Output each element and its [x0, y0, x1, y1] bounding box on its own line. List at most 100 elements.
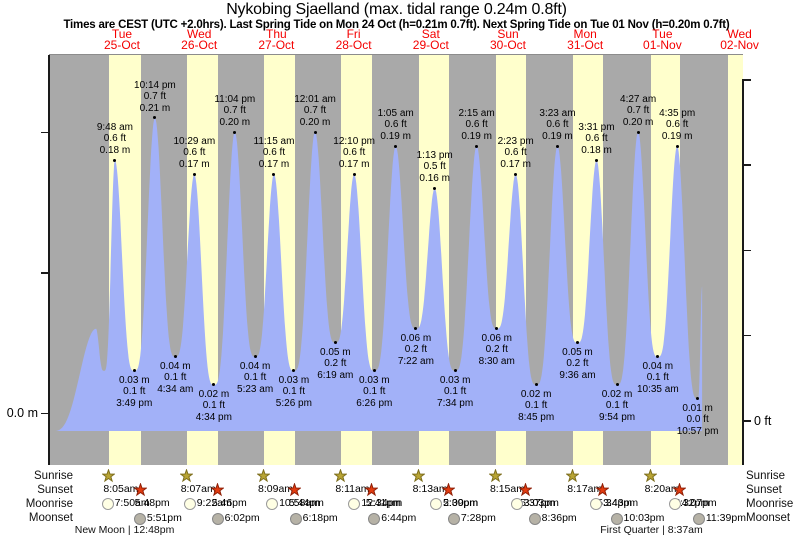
tide-label-line: 0.6 ft [465, 119, 488, 131]
tide-label-line: 6:19 am [317, 369, 354, 381]
tide-curve [51, 117, 703, 432]
astro-time: 11:39pm [705, 511, 746, 524]
sunset-item: 5:34pm [596, 483, 632, 509]
date-text: Wed [727, 27, 752, 41]
astro-time: 3:03pm [523, 497, 559, 510]
astro-time: 12:34pm [361, 497, 403, 510]
tide-label-line: 0.2 ft [404, 344, 428, 356]
low-tide-label: 0.06 m 0.2 ft 8:30 am [465, 333, 529, 367]
row-label-left-sunset: Sunset [37, 483, 73, 496]
sunset-item: 5:48pm [133, 483, 170, 509]
astro-time: 5:41pm [365, 497, 401, 510]
tide-label-line: 0.2 ft [485, 344, 508, 356]
tide-label-line: 0.19 m [380, 130, 411, 142]
date-header-27-Oct: Thu 27-Oct [244, 27, 308, 51]
tide-label-line: 0.5 ft [423, 161, 446, 173]
y-tick-left [41, 412, 48, 414]
tide-label-line: 0.2 ft [324, 358, 347, 370]
low-tide-label: 0.04 m 0.1 ft 5:23 am [223, 361, 287, 395]
tide-label-line: 10:14 pm [134, 79, 176, 91]
tide-label-line: 1:05 am [377, 107, 414, 119]
tide-label-line: 0.17 m [338, 158, 370, 170]
tide-label-line: 0.03 m [358, 374, 390, 386]
tide-label-line: 0.05 m [562, 346, 593, 358]
tide-label-line: 4:35 pm [659, 107, 696, 119]
tide-point-dot [352, 172, 356, 176]
high-tide-label: 11:15 am 0.6 ft 0.17 m [242, 136, 306, 170]
moonset-circle-icon [692, 512, 705, 525]
tide-point-dot [113, 158, 117, 162]
sunset-star-icon [519, 483, 555, 497]
sunset-star-icon [596, 483, 632, 497]
low-tide-label: 0.03 m 0.1 ft 3:49 pm [102, 375, 166, 409]
tide-label-line: 4:27 am [620, 93, 657, 105]
date-header-02-Nov: Wed 02-Nov [708, 27, 772, 52]
y-tick-right [743, 79, 751, 81]
tide-point-dot [696, 397, 700, 401]
moonrise-circle-icon [430, 498, 443, 511]
sunset-star-icon [364, 483, 401, 497]
sunset-item: 5:39pm [441, 483, 478, 509]
moonrise-item: 2:00pm [430, 497, 478, 511]
astro-time: 8:20am [644, 483, 680, 495]
tide-label-line: 0.6 ft [183, 147, 206, 159]
tide-point-dot [333, 341, 337, 345]
tide-point-dot [534, 383, 538, 387]
tide-plot-area: 9:48 am 0.6 ft 0.18 m 0.03 m 0.1 ft 3:49 pm 10… [49, 55, 743, 465]
date-text: 01-Nov [643, 38, 682, 52]
page-subtitle: Times are CEST (UTC +2.0hrs). Last Sprin… [63, 19, 730, 31]
astro-time: 7:50am [114, 497, 150, 510]
tide-label-line: 0.2 ft [566, 358, 589, 370]
moonset-item: 11:39pm [692, 511, 746, 526]
date-text: 26-Oct [181, 38, 218, 52]
high-tide-label: 4:27 am 0.7 ft 0.20 m [606, 94, 670, 128]
moonrise-item: 7:50am [101, 497, 150, 511]
row-label-right-sunrise: Sunrise [746, 469, 785, 482]
high-tide-label: 12:01 am 0.7 ft 0.20 m [283, 94, 347, 128]
tide-label-line: 0.16 m [419, 172, 450, 184]
tide-point-dot [292, 369, 296, 373]
tide-label-line: 11:15 am [253, 135, 295, 147]
astro-time: 5:48pm [134, 497, 170, 510]
high-tide-label: 1:05 am 0.6 ft 0.19 m [364, 108, 428, 142]
tide-label-line: 2:15 am [458, 107, 495, 119]
moonrise-circle-icon [266, 498, 279, 511]
date-text: 02-Nov [720, 38, 759, 52]
tide-label-line: 0.0 ft [686, 414, 709, 426]
tide-label-line: 5:26 pm [275, 397, 312, 409]
moonset-item: 6:02pm [211, 512, 260, 526]
page-title: Nykobing Sjaelland (max. tidal range 0.2… [226, 1, 567, 18]
tide-label-line: 0.02 m [198, 388, 230, 400]
date-text: Thu [266, 27, 287, 41]
tide-point-dot [212, 383, 216, 387]
tide-label-line: 0.02 m [601, 388, 633, 400]
astro-time: 8:17am [567, 483, 603, 495]
moon-phase-label: First Quarter | 8:37am [600, 523, 703, 536]
tide-label-line: 2:23 pm [497, 135, 534, 147]
astro-time: 10:58am [279, 497, 320, 510]
tide-label-line: 0.1 ft [605, 400, 629, 412]
moonrise-item: 10:58am [266, 497, 320, 511]
astro-time: 8:11am [335, 483, 370, 495]
high-tide-label: 10:29 am 0.6 ft 0.17 m [162, 136, 226, 170]
sunset-item: 5:44pm [287, 483, 324, 509]
tide-point-dot [132, 369, 136, 373]
tide-point-dot [313, 130, 317, 134]
row-label-right-moonrise: Moonrise [746, 497, 793, 510]
tide-label-line: 0.03 m [118, 374, 150, 386]
date-header-26-Oct: Wed 26-Oct [167, 28, 231, 52]
sunset-item: 5:46pm [210, 483, 247, 509]
y-axis-left [48, 55, 50, 465]
row-label-left-moonset: Moonset [28, 512, 73, 525]
tide-label-line: 9:54 pm [598, 411, 636, 423]
tide-label-line: 0.20 m [299, 116, 331, 128]
moonset-circle-icon [133, 512, 146, 525]
low-tide-label: 0.04 m 0.1 ft 4:34 am [143, 361, 207, 395]
tide-label-line: 0.21 m [139, 102, 171, 114]
astro-time: 9:22am [196, 497, 232, 510]
astro-time: 5:37pm [520, 497, 556, 510]
tide-label-line: 8:45 pm [518, 411, 555, 423]
tide-label-line: 0.1 ft [444, 386, 467, 398]
moonrise-circle-icon [590, 498, 603, 511]
